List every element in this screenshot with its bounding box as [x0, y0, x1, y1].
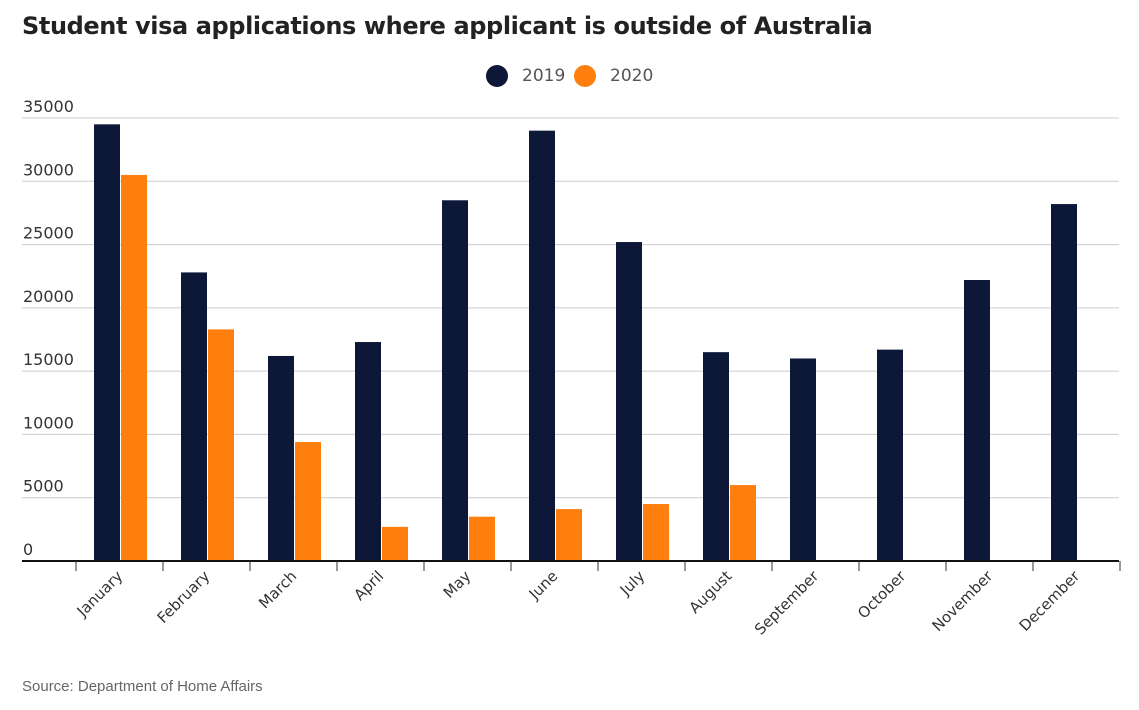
- x-tick-label-october: October: [854, 567, 910, 623]
- x-tick-label-july: July: [616, 567, 649, 600]
- bar-2019-february: [181, 272, 207, 561]
- y-tick-label: 0: [23, 540, 33, 559]
- x-tick-label-april: April: [350, 567, 387, 604]
- bar-2020-june: [556, 509, 582, 561]
- x-tick-label-january: January: [73, 567, 127, 621]
- bar-2020-february: [208, 329, 234, 561]
- chart-title: Student visa applications where applican…: [22, 12, 873, 40]
- bar-2019-november: [964, 280, 990, 561]
- y-tick-label: 35000: [23, 97, 74, 116]
- x-tick-label-november: November: [928, 567, 996, 635]
- legend-item-2020: 2020: [574, 62, 653, 90]
- bar-2020-august: [730, 485, 756, 561]
- bar-2019-september: [790, 358, 816, 561]
- bar-2020-may: [469, 516, 495, 561]
- x-tick-label-september: September: [751, 567, 823, 639]
- bar-2019-july: [616, 242, 642, 562]
- bar-2019-december: [1051, 204, 1077, 561]
- legend-swatch-2019: [486, 65, 508, 87]
- bar-2019-june: [529, 130, 555, 561]
- bar-2020-july: [643, 504, 669, 561]
- bar-2019-august: [703, 352, 729, 561]
- bar-2020-march: [295, 442, 321, 561]
- bar-2019-january: [94, 124, 120, 561]
- x-tick-label-march: March: [255, 567, 300, 612]
- bar-2019-may: [442, 200, 468, 561]
- x-tick-label-february: February: [154, 567, 214, 627]
- y-tick-label: 5000: [23, 477, 64, 496]
- bar-chart: 0 5000 10000 15000 20000 25000 30000 35000 Janua…: [22, 97, 1121, 639]
- x-tick-label-december: December: [1016, 567, 1084, 635]
- y-tick-label: 10000: [23, 413, 74, 432]
- y-tick-label: 25000: [23, 224, 74, 243]
- bar-2019-march: [268, 355, 294, 561]
- x-tick-label-august: August: [685, 567, 735, 617]
- source-note: Source: Department of Home Affairs: [22, 678, 263, 695]
- bar-2019-april: [355, 342, 381, 561]
- legend-label-2019: 2019: [522, 66, 566, 86]
- bar-2020-january: [121, 174, 147, 561]
- y-tick-label: 15000: [23, 350, 74, 369]
- legend-item-2019: 2019: [486, 62, 565, 90]
- bar-2020-april: [382, 526, 408, 561]
- chart-legend: 2019 2020: [0, 62, 1139, 90]
- legend-swatch-2020: [574, 65, 596, 87]
- x-tick-label-may: May: [440, 567, 475, 602]
- bar-2019-october: [877, 349, 903, 561]
- x-tick-label-june: June: [525, 567, 562, 604]
- y-tick-label: 20000: [23, 287, 74, 306]
- y-tick-label: 30000: [23, 160, 74, 179]
- legend-label-2020: 2020: [610, 66, 654, 86]
